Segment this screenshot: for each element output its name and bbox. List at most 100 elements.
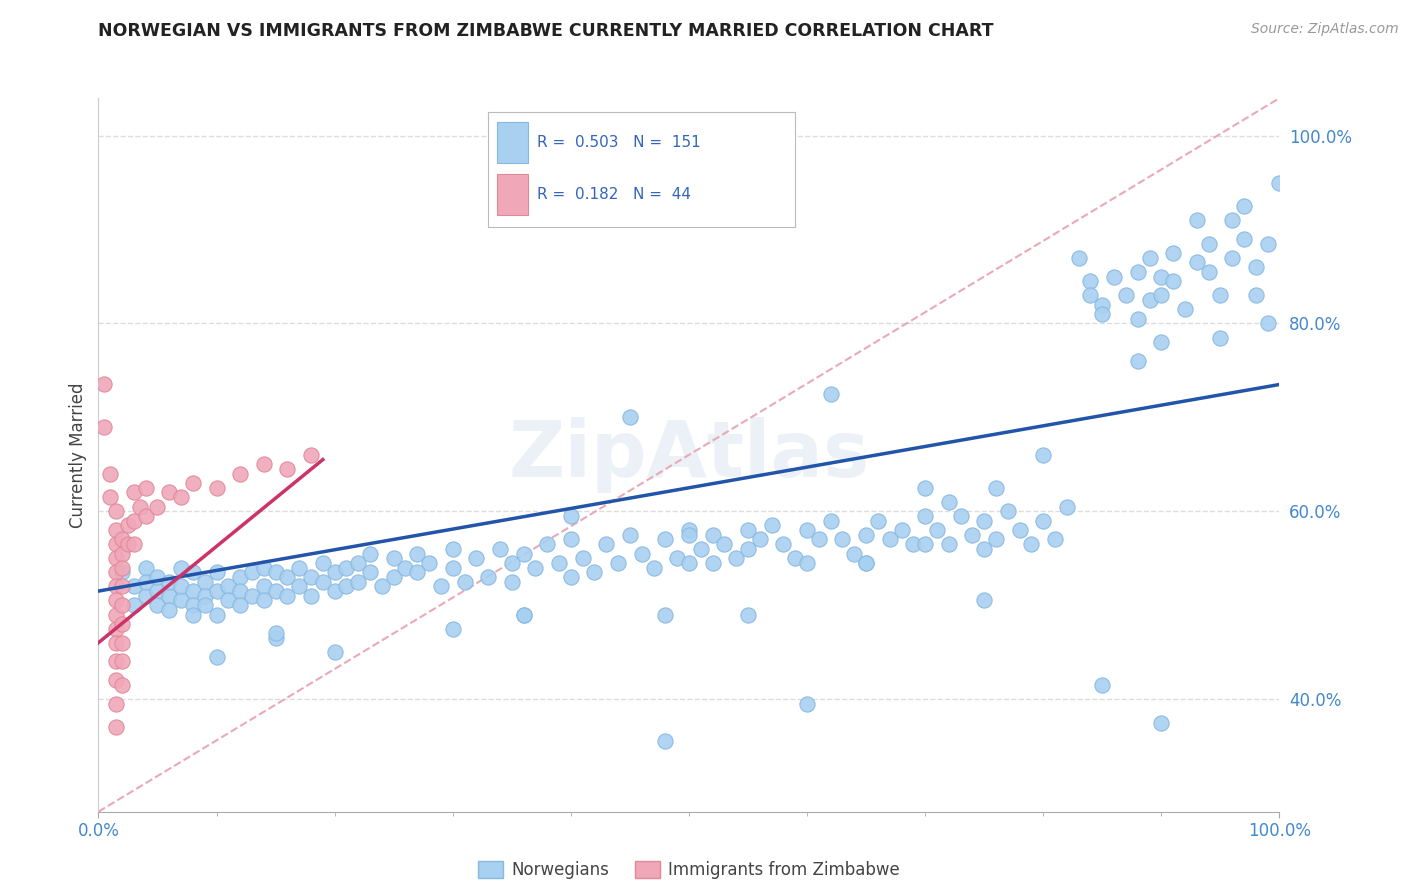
- Point: [135, 574, 157, 589]
- Point: [1091, 307, 1114, 321]
- Point: [1126, 354, 1149, 368]
- Point: [501, 574, 523, 589]
- Point: [477, 570, 499, 584]
- Point: [359, 566, 381, 580]
- Point: [678, 556, 700, 570]
- Point: [949, 508, 972, 523]
- Point: [105, 655, 128, 669]
- Point: [105, 551, 128, 566]
- Legend: Norwegians, Immigrants from Zimbabwe: Norwegians, Immigrants from Zimbabwe: [471, 854, 907, 886]
- Point: [737, 607, 759, 622]
- Point: [1220, 251, 1243, 265]
- Point: [1220, 213, 1243, 227]
- Point: [1268, 176, 1291, 190]
- Point: [866, 514, 889, 528]
- Point: [93, 377, 115, 392]
- Point: [253, 593, 276, 607]
- Point: [654, 734, 676, 748]
- Point: [1043, 533, 1066, 547]
- Point: [157, 485, 180, 500]
- Point: [135, 481, 157, 495]
- Point: [489, 541, 512, 556]
- Point: [122, 579, 145, 593]
- Point: [643, 560, 665, 574]
- Point: [181, 584, 204, 599]
- Point: [93, 419, 115, 434]
- Point: [796, 523, 818, 537]
- Point: [1139, 293, 1161, 307]
- Point: [855, 527, 877, 541]
- Point: [111, 566, 134, 580]
- Point: [1008, 523, 1031, 537]
- Point: [122, 537, 145, 551]
- Point: [560, 533, 582, 547]
- Point: [157, 574, 180, 589]
- Point: [394, 560, 416, 574]
- Point: [938, 495, 960, 509]
- Point: [1198, 265, 1220, 279]
- Point: [1233, 199, 1256, 213]
- Point: [855, 556, 877, 570]
- Point: [914, 508, 936, 523]
- Point: [111, 616, 134, 631]
- Point: [111, 547, 134, 561]
- Point: [619, 410, 641, 425]
- Point: [1257, 317, 1279, 331]
- Point: [1161, 246, 1184, 260]
- Point: [903, 537, 925, 551]
- Point: [406, 566, 429, 580]
- Text: ZipAtlas: ZipAtlas: [509, 417, 869, 493]
- Point: [253, 579, 276, 593]
- Point: [1126, 265, 1149, 279]
- Point: [560, 570, 582, 584]
- Point: [335, 560, 357, 574]
- Point: [1209, 330, 1232, 344]
- Point: [571, 551, 593, 566]
- Point: [761, 518, 783, 533]
- Point: [122, 514, 145, 528]
- Point: [276, 570, 298, 584]
- Point: [146, 598, 169, 612]
- Point: [713, 537, 735, 551]
- Point: [938, 537, 960, 551]
- Point: [181, 607, 204, 622]
- Point: [1091, 298, 1114, 312]
- Point: [105, 607, 128, 622]
- Point: [194, 589, 217, 603]
- Point: [217, 579, 239, 593]
- Point: [264, 626, 287, 640]
- Point: [925, 523, 948, 537]
- Point: [264, 566, 287, 580]
- Point: [678, 523, 700, 537]
- Point: [117, 518, 139, 533]
- Point: [890, 523, 912, 537]
- Point: [595, 537, 617, 551]
- Point: [962, 527, 984, 541]
- Point: [312, 556, 335, 570]
- Point: [1161, 274, 1184, 288]
- Point: [382, 570, 405, 584]
- Point: [229, 467, 252, 481]
- Point: [406, 547, 429, 561]
- Point: [1067, 251, 1090, 265]
- Point: [105, 673, 128, 688]
- Point: [217, 593, 239, 607]
- Point: [170, 579, 193, 593]
- Point: [128, 500, 150, 514]
- Point: [654, 607, 676, 622]
- Point: [1091, 678, 1114, 692]
- Point: [181, 566, 204, 580]
- Point: [418, 556, 440, 570]
- Point: [441, 622, 464, 636]
- Point: [702, 527, 724, 541]
- Point: [181, 598, 204, 612]
- Point: [1150, 335, 1173, 350]
- Point: [855, 556, 877, 570]
- Point: [737, 541, 759, 556]
- Point: [105, 537, 128, 551]
- Point: [737, 523, 759, 537]
- Point: [229, 570, 252, 584]
- Point: [117, 537, 139, 551]
- Point: [111, 636, 134, 650]
- Point: [1174, 302, 1197, 317]
